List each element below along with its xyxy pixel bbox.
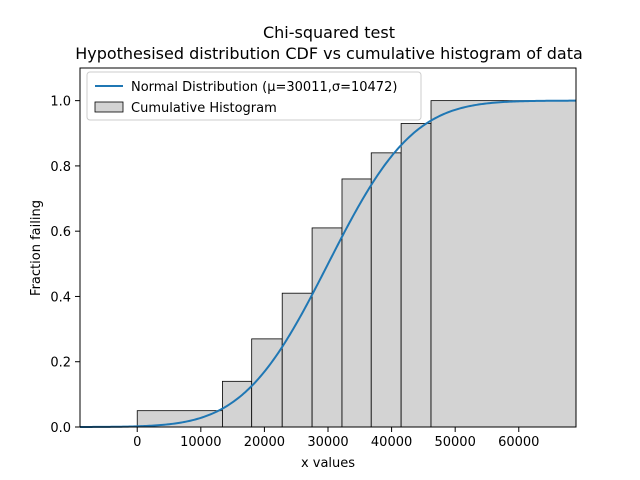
x-tick-label: 40000 — [371, 435, 412, 450]
y-tick-label: 0.6 — [50, 225, 71, 240]
chart-subtitle: Hypothesised distribution CDF vs cumulat… — [75, 44, 583, 63]
y-axis-ticks: 0.0 0.2 0.4 0.6 0.8 1.0 — [50, 95, 80, 436]
histogram-bar-9 — [430, 100, 577, 428]
histogram-bar-1 — [136, 410, 223, 428]
histogram-bar-4 — [281, 292, 313, 428]
x-tick-label: 60000 — [498, 435, 539, 450]
y-tick-label: 0.0 — [50, 421, 71, 436]
y-tick-label: 1.0 — [50, 95, 71, 110]
x-axis-label: x values — [301, 456, 355, 471]
cdf-curve-layer — [79, 99, 576, 428]
y-tick-label: 0.2 — [50, 356, 71, 371]
x-tick-label: 30000 — [307, 435, 348, 450]
legend-label-histogram: Cumulative Histogram — [131, 101, 277, 116]
legend-frame — [86, 71, 422, 121]
chart-title: Chi-squared test — [263, 23, 395, 42]
histogram-bar-2 — [222, 380, 253, 428]
legend-patch-swatch — [94, 101, 124, 113]
plot-area — [136, 100, 577, 428]
histogram-bar-6 — [341, 178, 372, 428]
legend-label-cdf: Normal Distribution (μ=30011,σ=10472) — [131, 80, 397, 95]
x-axis-ticks: 0 10000 20000 30000 40000 50000 60000 — [133, 427, 539, 450]
cdf-curve — [79, 99, 576, 428]
x-tick-label: 20000 — [244, 435, 285, 450]
y-axis-label: Fraction failing — [29, 200, 44, 296]
x-tick-label: 10000 — [180, 435, 221, 450]
y-tick-label: 0.4 — [50, 290, 71, 305]
histogram-bar-8 — [400, 123, 432, 428]
x-tick-label: 50000 — [434, 435, 475, 450]
legend: Normal Distribution (μ=30011,σ=10472) Cu… — [86, 71, 422, 121]
histogram-bar-5 — [311, 227, 343, 428]
x-tick-label: 0 — [133, 435, 141, 450]
y-tick-label: 0.8 — [50, 160, 71, 175]
histogram-bar-7 — [370, 152, 402, 428]
